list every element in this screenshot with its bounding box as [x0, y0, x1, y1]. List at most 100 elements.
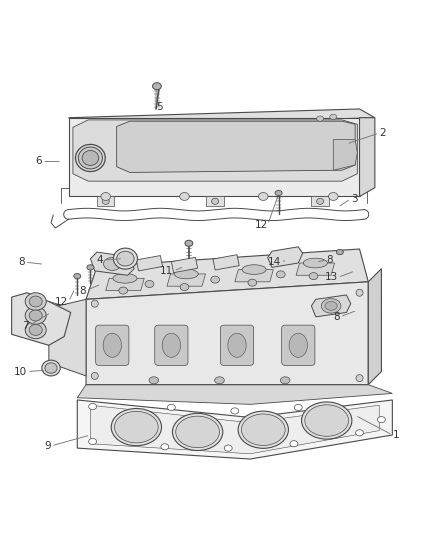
Text: 5: 5: [155, 102, 162, 112]
Text: 8: 8: [332, 312, 339, 322]
Ellipse shape: [224, 445, 232, 451]
Ellipse shape: [29, 310, 42, 321]
Ellipse shape: [336, 249, 343, 255]
Polygon shape: [295, 263, 334, 275]
Text: 3: 3: [350, 193, 357, 204]
Ellipse shape: [174, 269, 198, 279]
FancyBboxPatch shape: [220, 325, 253, 366]
Text: 12: 12: [254, 220, 267, 230]
Ellipse shape: [87, 265, 94, 270]
Ellipse shape: [45, 363, 57, 373]
Ellipse shape: [355, 430, 363, 436]
Ellipse shape: [247, 279, 256, 286]
Polygon shape: [267, 247, 302, 268]
Polygon shape: [117, 121, 354, 172]
Polygon shape: [332, 140, 357, 170]
Ellipse shape: [321, 298, 340, 313]
Ellipse shape: [114, 411, 158, 443]
Text: 8: 8: [326, 255, 332, 265]
Ellipse shape: [113, 273, 137, 283]
Ellipse shape: [74, 273, 81, 279]
Ellipse shape: [179, 192, 189, 200]
Ellipse shape: [160, 444, 168, 450]
Ellipse shape: [288, 333, 307, 357]
Polygon shape: [171, 257, 197, 272]
Ellipse shape: [304, 405, 348, 437]
Ellipse shape: [145, 280, 153, 287]
Ellipse shape: [308, 272, 317, 280]
Ellipse shape: [230, 408, 238, 414]
Ellipse shape: [119, 287, 127, 294]
Ellipse shape: [316, 198, 323, 204]
Ellipse shape: [301, 402, 351, 439]
FancyBboxPatch shape: [281, 325, 314, 366]
Ellipse shape: [237, 411, 288, 448]
Text: 14: 14: [267, 257, 280, 267]
Text: 6: 6: [35, 157, 42, 166]
FancyBboxPatch shape: [154, 325, 187, 366]
Ellipse shape: [111, 408, 161, 446]
Ellipse shape: [210, 276, 219, 283]
Polygon shape: [97, 197, 114, 206]
Ellipse shape: [25, 293, 46, 310]
Polygon shape: [77, 385, 392, 405]
Polygon shape: [90, 405, 378, 454]
Ellipse shape: [289, 441, 297, 447]
Ellipse shape: [377, 417, 385, 423]
Ellipse shape: [172, 413, 222, 450]
Polygon shape: [86, 249, 367, 300]
Ellipse shape: [88, 403, 96, 409]
Polygon shape: [68, 109, 374, 126]
Ellipse shape: [328, 192, 337, 200]
Ellipse shape: [258, 192, 268, 200]
Ellipse shape: [227, 333, 246, 357]
Ellipse shape: [316, 116, 323, 121]
Ellipse shape: [355, 289, 362, 296]
Text: 13: 13: [324, 272, 337, 282]
Ellipse shape: [324, 302, 336, 310]
Polygon shape: [49, 300, 86, 376]
Ellipse shape: [214, 377, 224, 384]
Ellipse shape: [25, 307, 46, 324]
Text: 8: 8: [79, 286, 86, 296]
Ellipse shape: [91, 300, 98, 307]
Ellipse shape: [329, 114, 336, 119]
Polygon shape: [86, 282, 367, 385]
Ellipse shape: [152, 83, 161, 90]
Polygon shape: [311, 197, 328, 206]
Text: 2: 2: [378, 128, 385, 138]
Ellipse shape: [175, 416, 219, 448]
Polygon shape: [311, 295, 350, 317]
Polygon shape: [367, 269, 381, 385]
Ellipse shape: [162, 333, 180, 357]
Ellipse shape: [355, 375, 362, 382]
Ellipse shape: [241, 414, 285, 446]
Ellipse shape: [276, 271, 285, 278]
Text: 1: 1: [392, 430, 398, 440]
Polygon shape: [106, 278, 144, 290]
Ellipse shape: [78, 147, 102, 169]
Ellipse shape: [75, 144, 105, 172]
Ellipse shape: [29, 325, 42, 335]
Polygon shape: [359, 118, 374, 197]
Ellipse shape: [149, 377, 158, 384]
Text: 7: 7: [22, 320, 29, 330]
FancyBboxPatch shape: [95, 325, 129, 366]
Text: 11: 11: [160, 266, 173, 276]
Ellipse shape: [101, 192, 110, 200]
Ellipse shape: [103, 257, 121, 270]
Polygon shape: [136, 255, 162, 271]
Ellipse shape: [113, 248, 137, 269]
Ellipse shape: [88, 439, 96, 445]
Ellipse shape: [303, 258, 327, 268]
Ellipse shape: [167, 405, 175, 410]
Ellipse shape: [180, 284, 188, 290]
Polygon shape: [68, 118, 359, 197]
Ellipse shape: [117, 251, 134, 266]
Text: 4: 4: [97, 255, 103, 265]
Ellipse shape: [103, 333, 121, 357]
Polygon shape: [166, 274, 205, 286]
Text: 8: 8: [18, 257, 25, 267]
Polygon shape: [73, 120, 357, 181]
Ellipse shape: [25, 321, 46, 338]
